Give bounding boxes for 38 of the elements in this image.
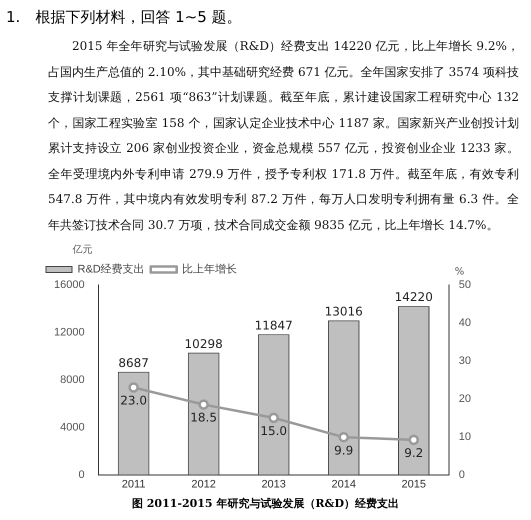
x-tick-label: 2012 (191, 478, 216, 490)
y2-tick-label: 10 (458, 430, 472, 443)
point (198, 399, 209, 410)
y-tick-label: 0 (78, 468, 85, 481)
data-label: 18.5 (190, 410, 217, 425)
data-label: 9.9 (334, 443, 354, 458)
y2-tick-label: 40 (458, 316, 472, 329)
data-label: 23.0 (120, 394, 147, 408)
y-tick-label: 8000 (60, 374, 85, 386)
x-tick-label: 2013 (261, 478, 286, 490)
data-label: 14220 (394, 290, 433, 304)
text: 1. 根据下列材料，回答 1~5 题。 (6, 8, 243, 28)
data-label: 9.2 (404, 446, 424, 460)
data-label: 15.0 (260, 424, 288, 438)
text: 图 2011-2015 年研究与试验发展（R&D）经费支出 (130, 496, 400, 511)
x-tick-label: 2011 (122, 478, 146, 490)
point (408, 434, 419, 446)
y2-tick-label: 50 (458, 279, 472, 292)
y-axis-title: 亿元 (72, 244, 93, 256)
data-label: 13016 (324, 304, 363, 319)
data-label: 10298 (184, 336, 223, 351)
y2-tick-label: 30 (458, 354, 472, 367)
y2-tick-label: 20 (458, 392, 472, 405)
y-tick-label: 16000 (54, 279, 85, 292)
legend-label: 比上年增长 (182, 262, 238, 276)
x-tick-label: 2014 (331, 478, 356, 490)
y2-axis-title: % (454, 266, 464, 278)
text: 2015 年全年研究与试验发展（R&D）经费支出 14220 亿元，比上年增长 9.2%，占国内生产总值的 2.10%，其中基础研究经费 671 亿元。全年国家安排了 3574 项科技支撑计划课题，2561 项“863”计划课题。截至年底，累计建设国家工程研究中心 132 个，国家工程实验室 158 个，国家认定企业技术中心 1187 家。国家新兴产业创投计划累计支持设立 206 家创业投资企业，资金总规模 557 亿元，投资创业企业 1233 家。全年受理境内外专利申请 279.9 万件，授予专利权 171.8 万件。截至年底，有效专利 547.8 万件，其中境内有效发明专利 87.2 万件，每万人口发明专利拥有量 6.3 件。全年共签订技术合同 30.7 万项，技术合同成交金额 9835 亿元，比上年增长 14.7%。 (48, 38, 519, 234)
point (268, 412, 279, 424)
y2-tick-label: 0 (458, 468, 465, 481)
point (338, 432, 349, 442)
point (128, 382, 139, 393)
y-tick-label: 12000 (54, 326, 85, 338)
data-label: 11847 (254, 318, 293, 332)
legend-label: R&D经费支出 (78, 262, 145, 276)
data-label: 8687 (118, 356, 149, 370)
y-tick-label: 4000 (60, 421, 85, 434)
x-tick-label: 2015 (402, 478, 426, 490)
